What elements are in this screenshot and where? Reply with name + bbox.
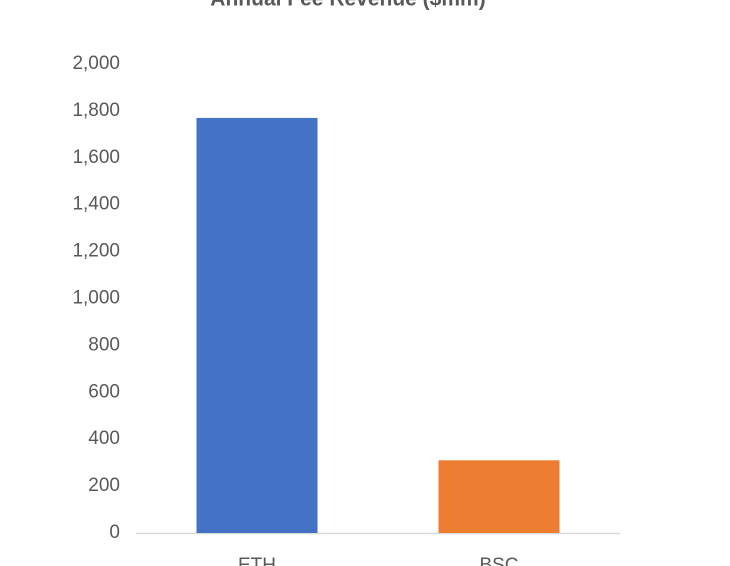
y-tick-label: 200	[88, 475, 120, 496]
x-tick-label: ETH	[238, 555, 276, 566]
chart-title: Annual Fee Revenue ($mm)	[210, 0, 485, 11]
bar	[196, 117, 318, 533]
bar	[438, 460, 560, 533]
y-tick-label: 0	[109, 522, 120, 543]
y-tick-label: 1,400	[72, 194, 120, 215]
x-tick-label: BSC	[479, 555, 518, 566]
y-tick-label: 1,000	[72, 288, 120, 309]
y-tick-label: 1,200	[72, 241, 120, 262]
y-tick-label: 600	[88, 381, 120, 402]
y-tick-label: 1,600	[72, 147, 120, 168]
y-tick-label: 400	[88, 428, 120, 449]
y-tick-label: 800	[88, 334, 120, 355]
y-tick-label: 1,800	[72, 100, 120, 121]
y-tick-label: 2,000	[72, 53, 120, 74]
